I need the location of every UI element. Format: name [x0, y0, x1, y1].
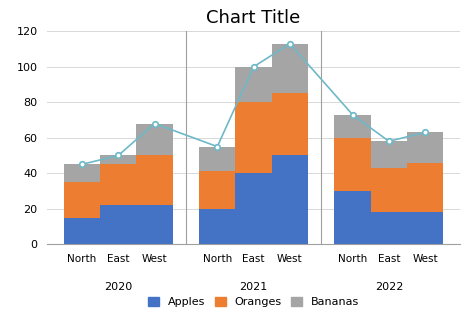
Bar: [272, 44, 308, 93]
Bar: [236, 67, 272, 102]
Bar: [64, 164, 100, 182]
Bar: [100, 156, 137, 164]
Bar: [199, 146, 236, 172]
Title: Chart Title: Chart Title: [207, 9, 301, 27]
Bar: [137, 124, 173, 156]
Bar: [407, 212, 443, 244]
Bar: [199, 209, 236, 244]
Bar: [371, 168, 407, 212]
Legend: Apples, Oranges, Bananas: Apples, Oranges, Bananas: [144, 292, 363, 312]
Bar: [335, 115, 371, 138]
Bar: [371, 212, 407, 244]
Bar: [407, 132, 443, 162]
Bar: [137, 156, 173, 205]
Bar: [236, 102, 272, 173]
Bar: [199, 172, 236, 209]
Bar: [371, 141, 407, 168]
Bar: [100, 205, 137, 244]
Bar: [100, 164, 137, 205]
Bar: [407, 162, 443, 212]
Text: 2022: 2022: [374, 282, 403, 292]
Text: 2020: 2020: [104, 282, 132, 292]
Bar: [335, 138, 371, 191]
Bar: [64, 182, 100, 218]
Bar: [272, 93, 308, 156]
Bar: [137, 205, 173, 244]
Bar: [335, 191, 371, 244]
Bar: [272, 156, 308, 244]
Text: 2021: 2021: [239, 282, 268, 292]
Bar: [236, 173, 272, 244]
Bar: [64, 218, 100, 244]
